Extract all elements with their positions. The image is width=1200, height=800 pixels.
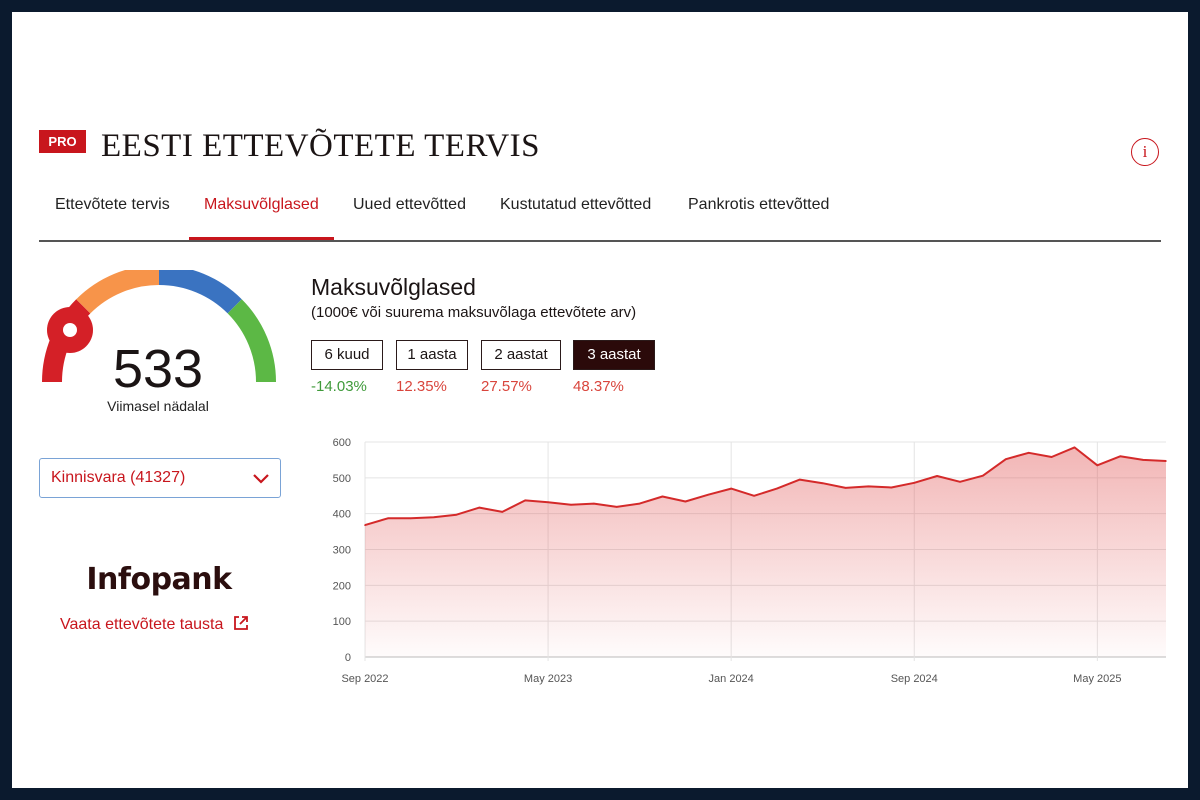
data-point	[753, 494, 755, 497]
data-point	[867, 485, 870, 488]
data-point	[684, 500, 687, 503]
data-point	[478, 506, 481, 509]
range-change-3-aastat: 48.37%	[573, 378, 624, 395]
data-point	[1142, 459, 1144, 461]
external-link-icon	[234, 616, 249, 630]
data-point	[387, 517, 389, 520]
x-tick-label: Sep 2022	[341, 673, 388, 685]
data-point	[638, 502, 641, 505]
data-point	[959, 480, 961, 483]
tab-maksuvolglased[interactable]: Maksuvõlglased	[189, 192, 334, 240]
gauge-value: 533	[112, 339, 204, 399]
gauge-segment-orange	[76, 270, 160, 314]
data-point	[661, 495, 664, 498]
page-frame: PRO EESTI ETTEVÕTETE TERVIS i Ettevõtete…	[12, 12, 1188, 788]
x-tick-label: May 2023	[524, 673, 572, 685]
data-point	[455, 513, 458, 516]
x-tick-label: Jan 2024	[709, 673, 754, 685]
data-point	[547, 501, 549, 503]
data-point	[1096, 464, 1099, 467]
gauge-needle-center	[63, 323, 77, 337]
data-point	[1050, 456, 1053, 458]
y-tick-label: 200	[333, 580, 351, 592]
data-point	[776, 487, 778, 490]
range-change-6-kuud: -14.03%	[311, 378, 367, 395]
data-point	[615, 506, 618, 508]
chart-title: Maksuvõlglased	[311, 274, 476, 300]
data-point	[409, 517, 412, 520]
data-point	[844, 487, 847, 489]
gauge-segment-green	[227, 299, 277, 383]
sector-dropdown[interactable]: Kinnisvara (41327)	[39, 458, 281, 498]
range-change-2-aastat: 27.57%	[481, 378, 532, 395]
data-point	[936, 475, 938, 477]
tab-bar: Ettevõtete tervis Maksuvõlglased Uued et…	[39, 192, 1161, 242]
company-background-link[interactable]: Vaata ettevõtete tausta	[60, 615, 249, 634]
data-point	[364, 524, 366, 526]
company-background-link-label: Vaata ettevõtete tausta	[60, 616, 224, 633]
y-tick-label: 0	[345, 652, 351, 664]
data-point	[1005, 458, 1007, 460]
data-point	[1073, 446, 1076, 449]
range-change-1-aasta: 12.35%	[396, 378, 447, 395]
health-gauge	[41, 270, 277, 383]
y-tick-label: 100	[333, 616, 351, 628]
gauge-segment-blue	[158, 270, 242, 314]
series-line	[364, 446, 1167, 527]
tab-ettevotete-tervis[interactable]: Ettevõtete tervis	[55, 196, 170, 213]
y-tick-label: 300	[333, 545, 351, 557]
data-point	[799, 478, 801, 481]
tab-uued-ettevotted[interactable]: Uued ettevõtted	[353, 196, 466, 213]
data-point	[707, 493, 710, 496]
range-button-6-kuud[interactable]: 6 kuud	[311, 340, 383, 370]
info-icon[interactable]: i	[1131, 138, 1159, 166]
range-button-3-aastat[interactable]: 3 aastat	[573, 340, 655, 370]
y-tick-label: 400	[333, 509, 351, 521]
data-point	[501, 511, 504, 513]
data-point	[593, 502, 595, 505]
chevron-down-icon	[253, 474, 269, 484]
chart-subtitle: (1000€ või suurema maksuvõlaga ettevõtet…	[311, 304, 637, 321]
x-tick-label: May 2025	[1073, 673, 1121, 685]
infopank-logo: Infopank	[86, 562, 232, 597]
range-button-2-aastat[interactable]: 2 aastat	[481, 340, 561, 370]
range-button-1-aasta[interactable]: 1 aasta	[396, 340, 468, 370]
page-header: PRO EESTI ETTEVÕTETE TERVIS i	[39, 124, 1161, 172]
x-tick-label: Sep 2024	[891, 673, 938, 685]
data-point	[890, 486, 893, 489]
pro-badge: PRO	[39, 130, 86, 153]
data-point	[913, 482, 916, 484]
y-tick-label: 600	[333, 437, 351, 449]
gauge-label: Viimasel nädalal	[107, 398, 209, 414]
data-point	[1119, 455, 1122, 458]
tab-kustutatud-ettevotted[interactable]: Kustutatud ettevõtted	[500, 196, 652, 213]
series-area	[365, 447, 1166, 657]
page-title: EESTI ETTEVÕTETE TERVIS	[101, 128, 541, 164]
data-point	[821, 482, 824, 485]
data-point	[1165, 460, 1167, 462]
data-point	[730, 487, 732, 490]
tax-debtors-chart: 0 100 200 300 400 500 600 Sep 2022 May 2023 Jan 2…	[333, 437, 1167, 685]
data-point	[570, 503, 572, 506]
data-point	[1027, 451, 1030, 454]
tab-pankrotis-ettevotted[interactable]: Pankrotis ettevõtted	[688, 196, 830, 213]
sector-dropdown-value: Kinnisvara (41327)	[51, 469, 186, 486]
y-tick-label: 500	[333, 473, 351, 485]
data-point	[982, 474, 984, 477]
data-point	[524, 499, 526, 502]
data-point	[432, 516, 435, 519]
